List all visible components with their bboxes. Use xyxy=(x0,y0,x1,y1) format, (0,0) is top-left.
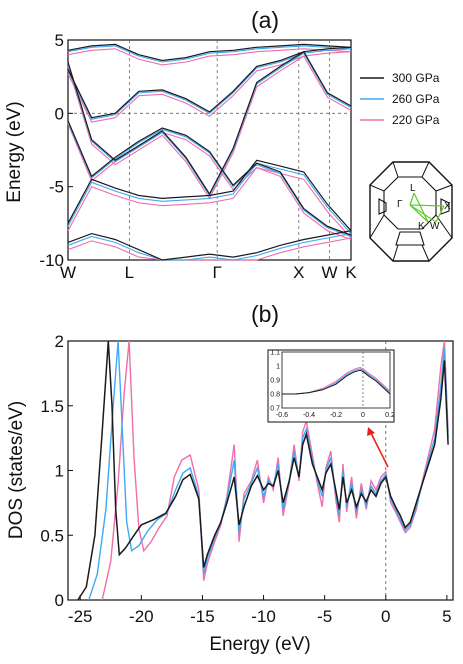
band-line-260-gpa xyxy=(67,45,352,63)
bz-left-square xyxy=(378,198,387,215)
bz-right-square xyxy=(440,198,450,215)
inset-grid xyxy=(281,351,391,409)
kpath-label: W xyxy=(60,263,76,282)
inset-line-300-gpa xyxy=(282,369,391,395)
dos-y-tick-label: 2 xyxy=(55,332,64,351)
dos-line-260-gpa xyxy=(88,340,449,601)
band-line-220-gpa xyxy=(67,166,352,239)
band-y-tick-label: -10 xyxy=(39,251,64,270)
inset-y-tick-label: 0.8 xyxy=(270,392,280,399)
inset-y-tick-label: 1 xyxy=(276,364,280,371)
band-y-tick-label: -5 xyxy=(49,178,64,197)
dos-x-axis-label: Energy (eV) xyxy=(209,634,310,655)
band-line-260-gpa xyxy=(67,233,352,261)
dos-y-tick-label: 1 xyxy=(55,462,64,481)
band-line-300-gpa xyxy=(67,43,352,62)
inset-lines xyxy=(282,366,391,395)
dos-y-tick-label: 0.5 xyxy=(40,526,64,545)
band-grid xyxy=(68,40,351,260)
band-line-260-gpa xyxy=(67,52,352,197)
dos-y-tick-label: 0 xyxy=(55,591,64,610)
inset-x-tick-label: -0.2 xyxy=(330,412,342,419)
dos-x-tick-label: -10 xyxy=(251,607,276,626)
dos-lines xyxy=(77,340,449,601)
band-line-260-gpa xyxy=(67,121,352,238)
inset-y-tick-label: 1.1 xyxy=(270,350,280,357)
band-y-tick-label: 5 xyxy=(55,31,64,50)
band-y-tick-label: 0 xyxy=(55,104,64,123)
band-line-220-gpa xyxy=(67,51,352,123)
legend: 300 GPa 260 GPa 220 GPa xyxy=(360,71,440,127)
dos-x-tick-label: -5 xyxy=(317,607,332,626)
band-line-300-gpa xyxy=(67,120,352,236)
legend-label: 220 GPa xyxy=(392,113,440,127)
band-line-260-gpa xyxy=(67,162,352,234)
dos-y-tick-label: 1.5 xyxy=(40,397,64,416)
panel-b-label: (b) xyxy=(251,301,279,327)
band-plot-frame xyxy=(67,39,352,261)
bz-point-label: Γ xyxy=(397,199,403,210)
dos-x-tick-label: -20 xyxy=(129,607,154,626)
dos-x-tick-label: 0 xyxy=(381,607,390,626)
inset-x-tick-label: -0.4 xyxy=(303,412,315,419)
kpath-label: Γ xyxy=(212,263,221,282)
kpath-label: X xyxy=(293,263,304,282)
inset-x-tick-label: -0.6 xyxy=(276,412,288,419)
band-line-220-gpa xyxy=(67,48,352,66)
inset-y-tick-label: 0.9 xyxy=(270,378,280,385)
legend-label: 300 GPa xyxy=(392,71,440,85)
arrow-head-icon xyxy=(367,427,375,436)
dos-y-axis-label: DOS (states/eV) xyxy=(6,401,27,539)
band-lines xyxy=(67,43,352,261)
dos-x-tick-label: 5 xyxy=(442,607,451,626)
band-line-220-gpa xyxy=(67,237,352,261)
panel-a-label: (a) xyxy=(251,7,279,33)
bz-inner-hexagon xyxy=(383,176,437,230)
dos-line-300-gpa xyxy=(77,340,449,601)
inset-y-tick-label: 0.7 xyxy=(270,406,280,413)
bz-point-label: K xyxy=(418,221,425,232)
inset-x-tick-label: 0.2 xyxy=(385,412,395,419)
inset-axes xyxy=(281,351,391,409)
band-line-300-gpa xyxy=(67,230,352,261)
dos-panel: -25 -20 -15 -10 -5 0 5 0 0.5 1 1.5 2 Energy (eV) DO… xyxy=(6,332,454,655)
brillouin-zone-diagram: LΓ X K W xyxy=(369,161,453,262)
band-line-300-gpa xyxy=(67,50,352,196)
bz-point-label: W xyxy=(430,221,440,232)
kpath-label: K xyxy=(345,263,357,282)
inset-ticks: -0.6 -0.4 -0.2 0 0.2 0.7 0.8 0.9 1 1.1 xyxy=(270,350,395,420)
band-y-axis-label: Energy (eV) xyxy=(4,101,25,202)
bz-point-label: X xyxy=(444,201,451,212)
kpath-label: W xyxy=(321,263,337,282)
bz-point-label: L xyxy=(410,183,416,194)
dos-x-tick-label: -25 xyxy=(68,607,93,626)
inset-pointer-arrow xyxy=(370,432,389,468)
band-line-300-gpa xyxy=(67,46,352,119)
inset-x-tick-label: 0 xyxy=(361,412,365,419)
kpath-label: L xyxy=(125,263,134,282)
band-line-260-gpa xyxy=(67,48,352,120)
bz-path xyxy=(409,192,445,223)
band-y-ticks: 5 0 -5 -10 xyxy=(39,31,73,270)
band-line-220-gpa xyxy=(67,55,352,200)
dos-ticks: -25 -20 -15 -10 -5 0 5 0 0.5 1 1.5 2 xyxy=(40,332,451,626)
legend-label: 260 GPa xyxy=(392,92,440,106)
dos-x-tick-label: -15 xyxy=(190,607,215,626)
band-line-300-gpa xyxy=(67,159,352,232)
bz-bottom-face xyxy=(395,231,425,246)
